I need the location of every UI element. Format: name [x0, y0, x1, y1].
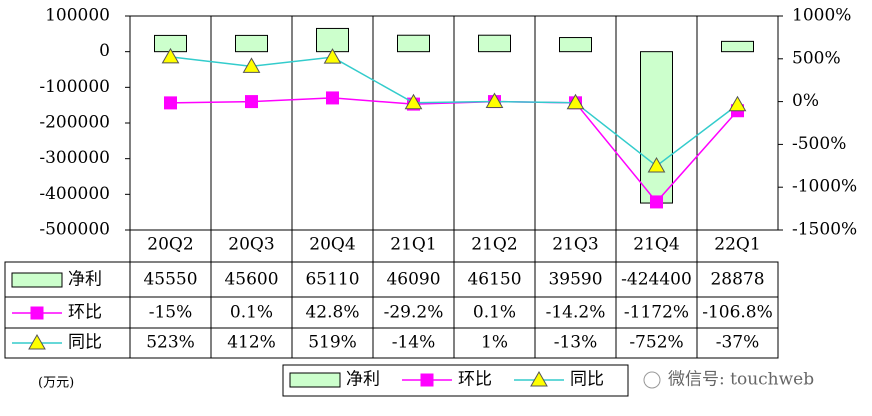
- table-cell: -14%: [392, 333, 436, 353]
- bar: [640, 51, 673, 204]
- y2-tick-label: -1500%: [792, 220, 857, 240]
- y2-tick-label: -1000%: [792, 177, 857, 197]
- legend-label: 环比: [458, 370, 492, 390]
- point: [164, 96, 177, 110]
- point: [323, 48, 342, 64]
- y-tick-label: -100000: [39, 77, 110, 97]
- watermark: 微信号: touchweb: [668, 370, 814, 390]
- line: [170, 56, 738, 167]
- point: [161, 47, 180, 64]
- watermark-icon: [643, 371, 661, 389]
- point: [404, 93, 423, 110]
- table-cell: -1172%: [624, 303, 689, 323]
- y-tick-label: 0: [99, 41, 110, 61]
- x-tick-label: 21Q1: [390, 235, 436, 255]
- table-cell: 0.1%: [473, 303, 516, 323]
- legend-marker: [28, 333, 46, 350]
- y-tick-label: 100000: [45, 6, 110, 26]
- bar: [559, 37, 592, 53]
- table-cell: -14.2%: [546, 303, 606, 323]
- point: [326, 91, 339, 105]
- legend-marker: [530, 370, 548, 387]
- table-cell: 0.1%: [230, 303, 273, 323]
- legend-marker: [420, 373, 434, 387]
- y2-tick-label: 500%: [792, 48, 841, 68]
- x-tick-label: 21Q2: [471, 235, 517, 255]
- table-cell: 65110: [305, 270, 359, 290]
- table-cell: 1%: [481, 333, 508, 353]
- point: [728, 95, 747, 112]
- x-tick-label: 20Q4: [309, 235, 355, 255]
- y-tick-label: -200000: [39, 113, 110, 133]
- y-tick-label: -400000: [39, 184, 110, 204]
- y2-tick-label: -500%: [792, 134, 846, 154]
- legend-swatch: [11, 272, 63, 288]
- y2-tick-label: 1000%: [792, 6, 851, 26]
- x-tick-label: 20Q2: [147, 235, 193, 255]
- table-cell: -29.2%: [384, 303, 444, 323]
- table-cell: -752%: [629, 333, 683, 353]
- table-cell: 39590: [548, 270, 602, 290]
- table-cell: -15%: [149, 303, 193, 323]
- table-cell: 523%: [146, 333, 195, 353]
- table-cell: 45600: [224, 270, 278, 290]
- legend-marker: [30, 306, 44, 320]
- x-tick-label: 22Q1: [714, 235, 760, 255]
- point: [242, 57, 261, 73]
- table-cell: -106.8%: [702, 303, 773, 323]
- point: [245, 95, 258, 109]
- table-cell: 45550: [143, 270, 197, 290]
- legend-swatch: [289, 372, 341, 388]
- legend-label: 净利: [346, 370, 380, 390]
- legend-label: 同比: [570, 370, 604, 390]
- x-tick-label: 21Q3: [552, 235, 598, 255]
- table-row-label: 净利: [68, 270, 102, 290]
- table-cell: 46150: [467, 270, 521, 290]
- y-tick-label: -300000: [39, 148, 110, 168]
- bar: [397, 34, 430, 53]
- x-tick-label: 20Q3: [228, 235, 274, 255]
- bar: [235, 34, 268, 53]
- y2-tick-label: 0%: [792, 91, 819, 111]
- point: [485, 92, 504, 109]
- table-cell: -424400: [621, 270, 692, 290]
- y-tick-label: -500000: [39, 220, 110, 240]
- table-cell: 42.8%: [305, 303, 359, 323]
- table-cell: 46090: [386, 270, 440, 290]
- table-cell: 412%: [227, 333, 276, 353]
- point: [647, 156, 666, 173]
- point: [650, 195, 663, 209]
- bar: [721, 40, 754, 53]
- table-cell: -37%: [716, 333, 760, 353]
- table-cell: 519%: [308, 333, 357, 353]
- bar: [478, 34, 511, 53]
- table-cell: -13%: [554, 333, 598, 353]
- table-cell: 28878: [710, 270, 764, 290]
- table-row-label: 同比: [68, 333, 102, 353]
- x-tick-label: 21Q4: [633, 235, 679, 255]
- table-row-label: 环比: [68, 303, 102, 323]
- unit-note: (万元): [38, 376, 74, 391]
- point: [566, 93, 585, 110]
